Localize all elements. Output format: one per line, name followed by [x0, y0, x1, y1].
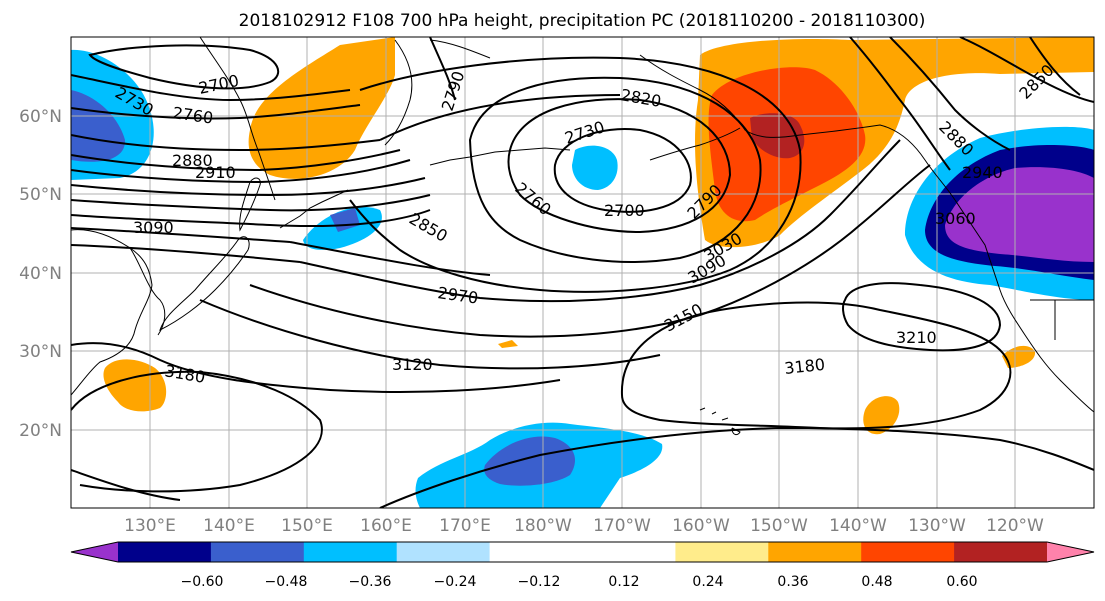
colorbar-swatch [489, 542, 583, 562]
colorbar-tick-label: 0.60 [946, 574, 977, 590]
map-title: 2018102912 F108 700 hPa height, precipit… [239, 11, 926, 31]
colorbar-tick-label: −0.36 [349, 574, 392, 590]
contour-label: 2940 [962, 163, 1003, 182]
contour-label: 3120 [392, 355, 433, 374]
colorbar-tick-label: 0.24 [692, 574, 723, 590]
lon-label: 140°E [203, 516, 255, 536]
coastlines [71, 37, 1094, 436]
colorbar-swatch [303, 542, 398, 562]
colorbar-swatch [71, 542, 118, 562]
lat-label: 40°N [19, 264, 62, 284]
lon-label: 120°W [986, 516, 1044, 536]
latitude-labels: 60°N 50°N 40°N 30°N 20°N [19, 107, 62, 441]
contour-label: 2700 [604, 201, 645, 220]
colorbar-swatch [768, 542, 862, 562]
lat-label: 50°N [19, 185, 62, 205]
lat-label: 60°N [19, 107, 62, 127]
colorbar-swatch [118, 542, 212, 562]
colorbar-swatch [1047, 542, 1094, 562]
colorbar-tick-label: 0.48 [861, 574, 892, 590]
colorbar-tick-label: 0.36 [777, 574, 808, 590]
lon-label: 130°E [124, 516, 176, 536]
map-frame [70, 36, 1095, 509]
colorbar-swatch [954, 542, 1048, 562]
lon-label: 130°W [908, 516, 966, 536]
colorbar-swatch [675, 542, 769, 562]
lon-label: 180°W [514, 516, 572, 536]
map-area: 2730 2700 2760 2880 2910 3090 2790 2820 … [71, 37, 1094, 508]
colorbar-tick-label: −0.60 [181, 574, 224, 590]
lon-label: 140°W [829, 516, 887, 536]
colorbar-outline [70, 541, 1095, 563]
contour-label: 3180 [783, 355, 825, 378]
contour-label: 2910 [195, 163, 236, 182]
lon-label: 160°W [672, 516, 730, 536]
lon-label: 150°W [750, 516, 808, 536]
positive-anomaly-shading [103, 37, 1094, 435]
contour-label: 3090 [133, 218, 174, 237]
longitude-labels: 130°E 140°E 150°E 160°E 170°E 180°W 170°… [124, 516, 1044, 536]
colorbar: −0.60 −0.48 −0.36 −0.24 −0.12 0.12 0.24 … [70, 541, 1095, 590]
colorbar-tick-label: −0.48 [265, 574, 308, 590]
colorbar-swatch [210, 542, 305, 562]
colorbar-tick-labels: −0.60 −0.48 −0.36 −0.24 −0.12 0.12 0.24 … [181, 574, 978, 590]
lon-label: 150°E [281, 516, 333, 536]
contour-label: 2880 [172, 151, 213, 170]
colorbar-tick-label: −0.12 [518, 574, 561, 590]
colorbar-swatch [582, 542, 676, 562]
colorbar-swatch [396, 542, 491, 562]
contour-label: 3210 [896, 328, 937, 347]
contour-label: 3060 [935, 209, 976, 228]
colorbar-tick-label: −0.24 [434, 574, 477, 590]
lon-label: 170°E [439, 516, 491, 536]
lon-label: 170°W [593, 516, 651, 536]
colorbar-tick-label: 0.12 [608, 574, 639, 590]
colorbar-swatches [70, 541, 1095, 563]
gridlines [71, 37, 1094, 508]
lat-label: 20°N [19, 421, 62, 441]
lon-label: 160°E [360, 516, 412, 536]
lat-label: 30°N [19, 342, 62, 362]
negative-anomaly-shading [71, 49, 1094, 508]
colorbar-swatch [861, 542, 955, 562]
height-contours [71, 37, 1094, 508]
